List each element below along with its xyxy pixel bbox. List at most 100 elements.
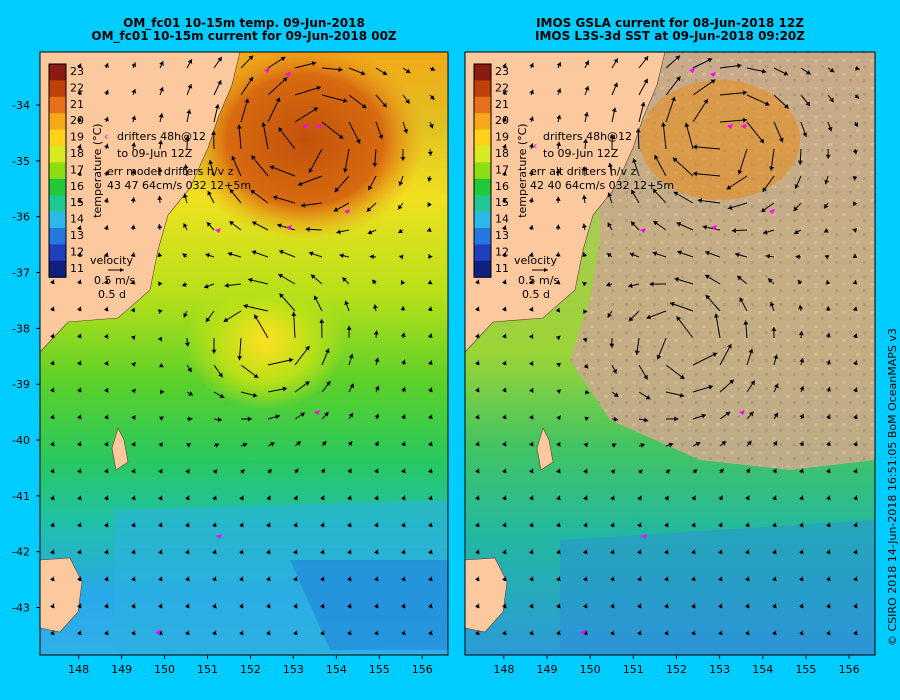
current-vector xyxy=(669,302,694,312)
current-arrowhead xyxy=(103,468,109,474)
current-arrowhead xyxy=(103,495,109,501)
current-arrowhead xyxy=(584,389,590,395)
current-arrowhead xyxy=(104,143,109,149)
current-arrowhead xyxy=(852,176,858,181)
current-arrowhead xyxy=(130,576,136,582)
current-arrowhead xyxy=(103,414,109,420)
colorbar-swatch xyxy=(49,113,66,131)
current-arrowhead xyxy=(130,197,136,202)
current-arrowhead xyxy=(184,136,190,141)
current-arrowhead xyxy=(130,224,136,230)
current-arrowhead xyxy=(254,314,259,320)
current-vector xyxy=(267,77,288,96)
current-arrowhead xyxy=(181,282,187,287)
colorbar-swatch xyxy=(49,129,66,147)
current-arrowhead xyxy=(773,354,779,359)
current-arrowhead xyxy=(826,359,831,365)
colorbar-tick-label: 21 xyxy=(495,98,509,111)
current-arrowhead xyxy=(501,306,507,312)
current-arrowhead xyxy=(502,144,507,149)
current-arrowhead xyxy=(613,82,618,88)
colorbar-tick-label: 16 xyxy=(495,180,509,193)
current-arrowhead xyxy=(643,56,649,61)
current-arrowhead xyxy=(501,522,507,528)
current-arrowhead xyxy=(279,293,284,298)
current-arrowhead xyxy=(852,441,858,447)
current-arrowhead xyxy=(223,317,229,322)
drifter-track xyxy=(316,124,322,129)
current-arrowhead xyxy=(742,117,748,123)
current-arrowhead xyxy=(344,300,350,306)
lat-tick-label: -42 xyxy=(12,546,30,559)
current-arrowhead xyxy=(556,62,562,67)
current-arrowhead xyxy=(238,603,244,609)
current-arrowhead xyxy=(795,254,800,260)
current-arrowhead xyxy=(628,316,634,322)
current-arrowhead xyxy=(852,306,858,312)
colorbar-tick-label: 17 xyxy=(495,163,509,176)
current-arrowhead xyxy=(529,143,534,148)
current-arrowhead xyxy=(346,603,352,609)
current-arrowhead xyxy=(103,361,109,366)
current-arrowhead xyxy=(745,468,750,474)
current-arrowhead xyxy=(400,576,406,582)
colorbar-tick-label: 13 xyxy=(70,229,84,242)
current-arrowhead xyxy=(237,356,243,361)
current-arrowhead xyxy=(675,55,680,61)
current-arrowhead xyxy=(474,360,480,366)
current-arrowhead xyxy=(637,495,642,501)
left-map-frame xyxy=(39,51,449,656)
current-arrowhead xyxy=(799,358,805,363)
current-arrowhead xyxy=(528,279,534,285)
left-legend-err-line2: 43 47 64cm/s 032 12+5m xyxy=(107,179,251,192)
drifter-track xyxy=(302,124,308,129)
current-vector xyxy=(726,175,748,190)
colorbar-tick-label: 22 xyxy=(70,81,84,94)
lon-tick-label: 156 xyxy=(839,663,860,676)
current-arrowhead xyxy=(49,441,55,447)
current-arrowhead xyxy=(748,411,754,417)
current-arrowhead xyxy=(825,154,831,159)
right-title-line1: IMOS GSLA current for 08-Jun-2018 12Z xyxy=(536,16,804,30)
left-legend-err-line1: err model drifters h/v z xyxy=(107,165,234,178)
current-arrowhead xyxy=(501,441,507,447)
current-arrowhead xyxy=(76,630,82,636)
current-arrowhead xyxy=(852,360,858,366)
current-arrowhead xyxy=(76,333,82,339)
current-arrowhead xyxy=(744,549,750,555)
current-arrowhead xyxy=(737,275,742,281)
current-arrowhead xyxy=(266,495,271,501)
current-arrowhead xyxy=(783,71,789,76)
current-arrowhead xyxy=(663,576,669,582)
current-arrowhead xyxy=(726,185,732,190)
current-arrowhead xyxy=(77,63,82,69)
current-arrowhead xyxy=(184,342,190,347)
current-arrowhead xyxy=(582,252,588,257)
current-arrowhead xyxy=(187,367,192,373)
current-vector xyxy=(692,352,718,366)
current-arrowhead xyxy=(583,111,589,117)
current-arrowhead xyxy=(718,522,723,528)
current-arrowhead xyxy=(49,603,55,609)
current-arrowhead xyxy=(556,415,561,421)
current-arrowhead xyxy=(610,495,615,501)
current-arrowhead xyxy=(157,224,163,229)
current-vector xyxy=(672,157,694,177)
current-arrowhead xyxy=(205,253,210,258)
colorbar-swatch xyxy=(474,260,491,278)
current-arrowhead xyxy=(609,343,615,348)
current-arrowhead xyxy=(676,222,682,227)
current-arrowhead xyxy=(130,335,136,341)
current-vector xyxy=(253,314,269,339)
current-vector xyxy=(238,124,242,150)
current-arrowhead xyxy=(367,229,373,235)
current-arrowhead xyxy=(637,469,643,475)
current-arrowhead xyxy=(673,191,679,197)
colorbar-swatch xyxy=(474,113,491,131)
current-arrowhead xyxy=(529,116,534,122)
current-arrowhead xyxy=(76,603,82,609)
current-arrowhead xyxy=(528,468,534,474)
right-map-panel xyxy=(465,52,875,655)
drifter-track xyxy=(155,630,161,635)
